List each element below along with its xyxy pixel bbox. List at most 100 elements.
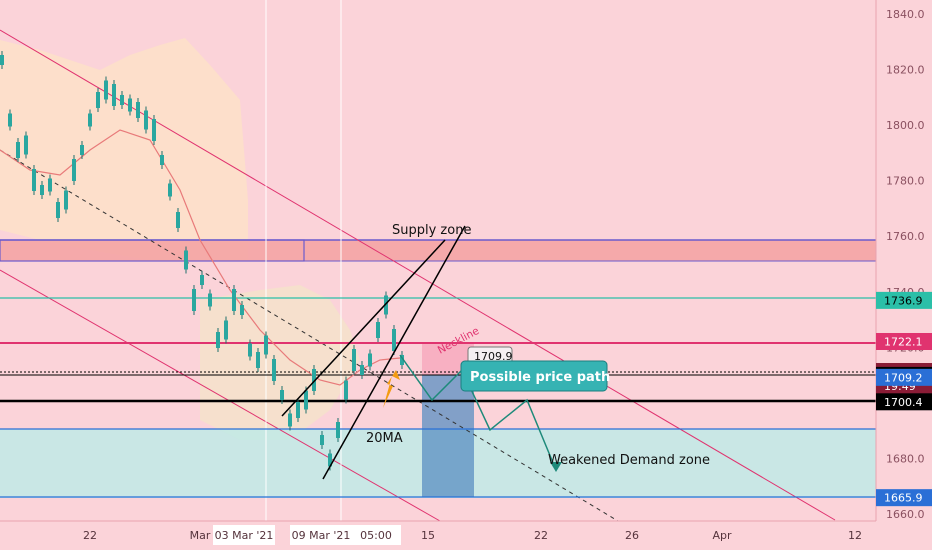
candle-body — [128, 98, 132, 112]
channel-midline — [0, 149, 619, 522]
supply-zone-label: Supply zone — [392, 223, 471, 238]
y-tick-label: 1780.0 — [886, 175, 925, 188]
path-arrowhead — [550, 462, 562, 472]
candles — [0, 51, 404, 471]
candle-body — [184, 250, 188, 270]
candle-body — [344, 380, 348, 400]
candle-body — [168, 183, 172, 197]
price-badge — [876, 291, 932, 309]
candle-body — [56, 202, 60, 218]
candle-body — [144, 110, 148, 130]
x-tick-label: 12 — [848, 529, 862, 542]
candle-body — [256, 352, 260, 368]
candle-body — [312, 369, 316, 391]
candle-body — [296, 402, 300, 418]
y-tick-label: 1680.0 — [886, 452, 925, 465]
crosshair-date-label: 03 Mar '21 — [215, 529, 274, 542]
x-tick-label: 15 — [421, 529, 435, 542]
price-badge-label: 1736.9 — [884, 294, 923, 307]
candle-body — [160, 155, 164, 165]
y-tick-label: 1840.0 — [886, 8, 925, 21]
candle-body — [376, 322, 380, 338]
candle-body — [216, 332, 220, 348]
orange-arrow — [383, 370, 400, 408]
price-badges: 1736.91722.11711.319:491709.91700.41709.… — [876, 291, 932, 507]
possible-path-badge — [460, 360, 608, 392]
candle-body — [320, 435, 324, 445]
x-axis-ticks: 22 Mar 15 22 26 Apr 12 03 Mar '21 09 Mar '21 05:0… — [83, 525, 862, 545]
price-tag-label: 1709.9 — [474, 350, 513, 363]
candle-body — [200, 275, 204, 285]
candle-body — [96, 92, 100, 108]
y-tick-label: 1660.0 — [886, 508, 925, 521]
crosshair-date-box — [213, 525, 275, 545]
supply-box — [0, 239, 305, 262]
crosshair-date-box — [351, 525, 401, 545]
supply-zone — [0, 240, 876, 261]
candle-body — [40, 185, 44, 195]
candle-body — [8, 113, 12, 127]
ma-label: 20MA — [366, 431, 403, 446]
candle-body — [400, 355, 404, 365]
y-tick-label: 1800.0 — [886, 119, 925, 132]
candle-body — [88, 113, 92, 127]
price-badge-label: 1665.9 — [884, 492, 923, 505]
candle-body — [32, 169, 36, 191]
y-axis-panel[interactable] — [876, 0, 932, 550]
candle-body — [336, 422, 340, 438]
candle-body — [392, 329, 396, 351]
crosshair-date-label: 09 Mar '21 — [292, 529, 351, 542]
candle-body — [360, 365, 364, 375]
candle-body — [368, 353, 372, 367]
candle-body — [240, 305, 244, 315]
candle-body — [112, 84, 116, 106]
wedge-lower — [322, 225, 466, 480]
candle-body — [208, 293, 212, 307]
price-badge-label: 1709.2 — [884, 371, 923, 384]
wedge-upper — [281, 239, 446, 417]
candle-body — [264, 335, 268, 355]
price-badge-label: 1700.4 — [884, 396, 923, 409]
candle-body — [176, 212, 180, 228]
candle-body — [304, 390, 308, 410]
candle-body — [280, 390, 284, 400]
candle-body — [192, 289, 196, 311]
crosshair-date-label: 05:00 — [360, 529, 392, 542]
x-tick-label: Apr — [712, 529, 732, 542]
possible-path-line — [399, 354, 557, 471]
candle-body — [352, 349, 356, 371]
price-badge-label: 1722.1 — [884, 335, 923, 348]
candle-body — [152, 119, 156, 141]
crosshair-date-box — [290, 525, 352, 545]
candle-body — [232, 289, 236, 311]
candle-body — [136, 102, 140, 118]
cloud-upper — [0, 38, 248, 260]
x-tick-label: Mar — [190, 529, 211, 542]
y-tick-label: 1820.0 — [886, 63, 925, 76]
candle-body — [224, 320, 228, 340]
channel-lower — [0, 269, 441, 522]
candle-body — [120, 95, 124, 105]
projection-box-blue — [422, 375, 474, 497]
candle-body — [72, 159, 76, 181]
candle-body — [64, 190, 68, 210]
candle-body — [0, 55, 4, 65]
candle-body — [104, 80, 108, 100]
x-axis-panel[interactable] — [0, 521, 932, 550]
x-tick-label: 22 — [534, 529, 548, 542]
price-badge — [876, 368, 932, 386]
x-tick-label: 26 — [625, 529, 639, 542]
candle-body — [272, 359, 276, 381]
candle-body — [24, 135, 28, 155]
price-badge — [876, 489, 932, 507]
candle-body — [288, 413, 292, 427]
y-tick-label: 1760.0 — [886, 230, 925, 243]
candle-body — [16, 142, 20, 158]
candle-body — [80, 145, 84, 155]
candle-body — [248, 343, 252, 357]
demand-zone-label: Weakened Demand zone — [548, 453, 710, 468]
x-tick-label: 22 — [83, 529, 97, 542]
candle-body — [384, 295, 388, 315]
